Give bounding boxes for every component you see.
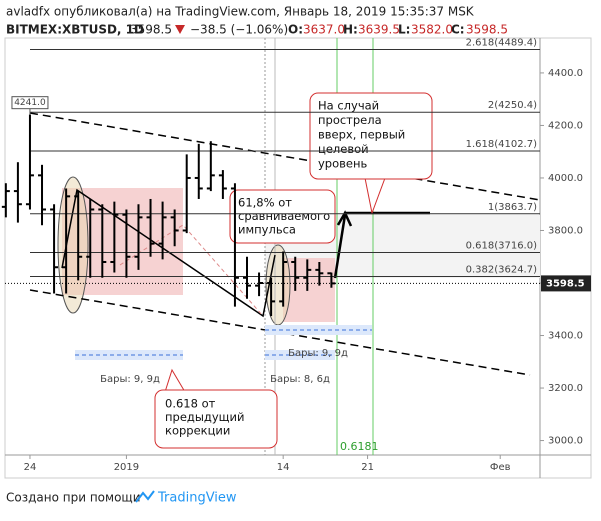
callout-text: целевой: [318, 142, 369, 156]
l-label: L:: [398, 23, 410, 37]
y-tick-label: 3200.0: [548, 383, 583, 394]
callout-text: импульса: [238, 223, 296, 237]
channel-line: [29, 112, 541, 201]
last-price-label: 3598.5: [546, 278, 585, 289]
o-value: 3637.0: [303, 23, 345, 37]
y-tick-label: 3400.0: [548, 331, 583, 342]
date-range: [75, 350, 183, 360]
x-tick-label: Фев: [490, 462, 511, 473]
ellipse: [57, 176, 89, 314]
range-label: Бары: 9, 9д: [100, 374, 160, 385]
down-arrow: [175, 25, 185, 34]
projection-arrow: [333, 214, 347, 279]
callout-text: 0.618 от: [165, 397, 216, 411]
h-value: 3639.5: [358, 23, 400, 37]
fib-label: 2.618(4489.4): [466, 37, 538, 48]
callout-text: прострела: [318, 113, 382, 127]
footer-brand: TradingView: [157, 491, 237, 506]
chart-frame: [4, 37, 592, 479]
x-tick-label: 21: [361, 462, 374, 473]
callout-text: коррекции: [165, 424, 230, 438]
fib-label: 0.618(3716.0): [466, 241, 538, 252]
logo: [135, 490, 155, 503]
callout: [309, 92, 433, 180]
fib-label: 2(4250.4): [488, 100, 537, 111]
x-tick-label: 24: [24, 462, 37, 473]
callout-text: предыдущий: [165, 410, 244, 424]
last-price-tag: [541, 275, 591, 292]
l-value: 3582.0: [411, 23, 453, 37]
x-tick-label: 14: [277, 462, 290, 473]
callout-text: уровень: [318, 157, 368, 171]
y-tick-label: 4400.0: [548, 68, 583, 79]
plot: 4400.04200.04000.03800.03600.03400.03200…: [1, 37, 591, 473]
callout-text: сравниваемого: [238, 209, 330, 223]
y-tick-label: 4200.0: [548, 120, 583, 131]
time-fib-label: 0.6181: [340, 440, 379, 453]
callout: [229, 189, 336, 244]
max-label: 4241.0: [14, 98, 46, 108]
fib-label: 1.618(4102.7): [466, 139, 538, 150]
y-tick-label: 4000.0: [548, 173, 583, 184]
y-tick-label: 3800.0: [548, 225, 583, 236]
range-label: Бары: 8, 6д: [270, 374, 330, 385]
trend-line: [119, 224, 264, 317]
y-tick-label: 3000.0: [548, 436, 583, 447]
footer-text: Создано при помощи: [6, 491, 141, 505]
header-price: 3598.5: [130, 23, 172, 37]
header-change: −38.5 (−1.06%): [190, 23, 288, 37]
callout-text: На случай: [318, 99, 379, 113]
h-label: H:: [343, 23, 358, 37]
o-label: O:: [288, 23, 303, 37]
x-tick-label: 2019: [114, 462, 139, 473]
callout-text: 61,8% от: [238, 196, 292, 210]
callout-text: вверх, первый: [318, 128, 405, 142]
range-box: [283, 258, 335, 322]
c-label: C:: [451, 23, 465, 37]
symbol: BITMEX:XBTUSD, 1D: [6, 23, 144, 37]
fib-label: 0.382(3624.7): [466, 265, 538, 276]
max-tag: [11, 96, 49, 110]
date-range: [265, 325, 372, 335]
author-line: avladfx опубликовал(а) на TradingView.co…: [6, 5, 475, 19]
fib-label: 1(3863.7): [488, 202, 537, 213]
c-value: 3598.5: [466, 23, 508, 37]
callout: [154, 389, 278, 449]
range-label: Бары: 9, 9д: [288, 348, 348, 359]
